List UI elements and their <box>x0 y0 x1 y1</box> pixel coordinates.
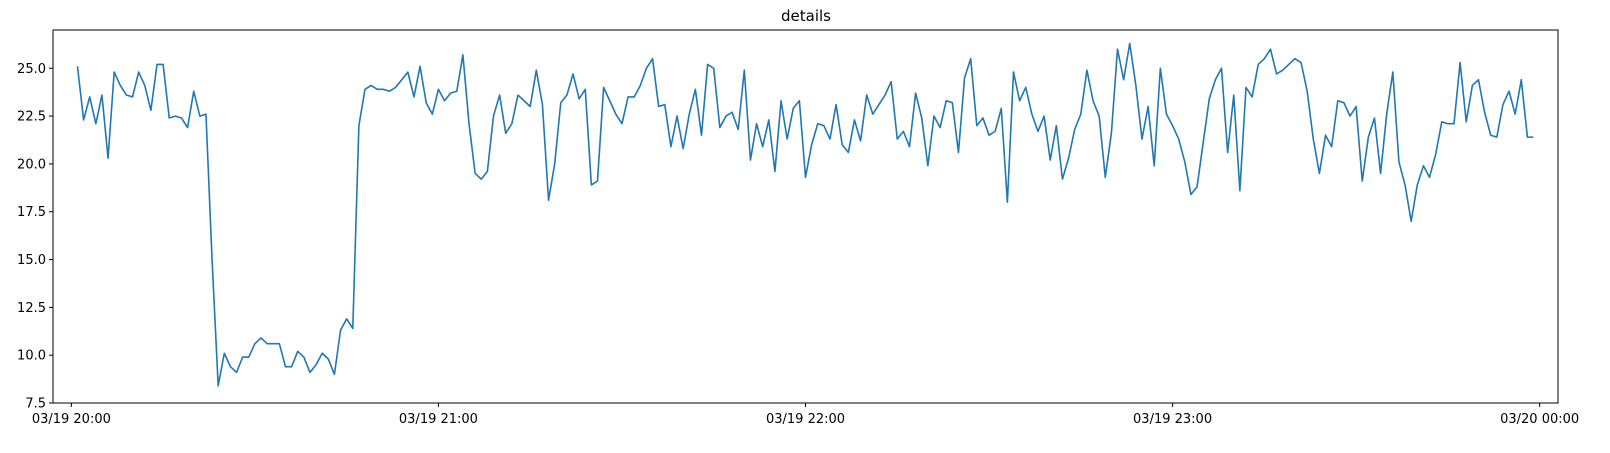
y-tick-label: 15.0 <box>17 253 46 268</box>
x-axis: 03/19 20:00 03/19 21:00 03/19 22:00 03/19 2… <box>32 403 1579 427</box>
y-tick-label: 20.0 <box>17 157 46 172</box>
x-tick-label: 03/19 23:00 <box>1133 412 1212 427</box>
y-tick-label: 22.5 <box>17 110 46 125</box>
y-tick-label: 25.0 <box>17 62 46 77</box>
y-tick-label: 17.5 <box>17 205 46 220</box>
y-tick-label: 10.0 <box>17 349 46 364</box>
x-tick-label: 03/20 00:00 <box>1500 412 1579 427</box>
x-tick-label: 03/19 21:00 <box>399 412 478 427</box>
y-tick-label: 7.5 <box>25 397 46 412</box>
series-line-0 <box>76 42 1534 387</box>
y-tick-label: 12.5 <box>17 301 46 316</box>
chart-title: details <box>781 7 831 25</box>
x-tick-label: 03/19 22:00 <box>766 412 845 427</box>
x-tick-label: 03/19 20:00 <box>32 412 111 427</box>
series-layer <box>76 42 1534 387</box>
plot-frame <box>52 29 1559 404</box>
y-axis: 7.5 10.0 12.5 15.0 17.5 20.0 22.5 25.0 <box>17 62 53 412</box>
